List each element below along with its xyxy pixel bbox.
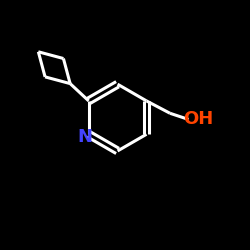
Text: OH: OH <box>183 110 213 128</box>
Text: N: N <box>78 128 92 146</box>
